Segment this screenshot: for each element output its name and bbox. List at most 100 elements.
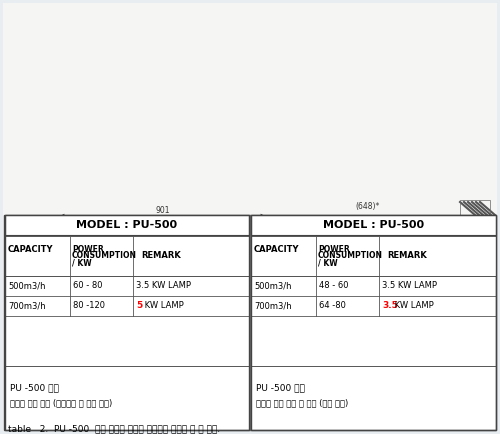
Circle shape xyxy=(323,364,337,378)
Text: 64 -80: 64 -80 xyxy=(319,302,346,310)
Text: 3.5: 3.5 xyxy=(382,302,398,310)
Circle shape xyxy=(401,336,413,349)
Circle shape xyxy=(392,257,404,269)
Text: CONSUMPTION: CONSUMPTION xyxy=(318,251,383,260)
Text: POWER: POWER xyxy=(318,244,350,253)
Circle shape xyxy=(388,247,392,253)
Text: 80 -120: 80 -120 xyxy=(73,302,105,310)
Circle shape xyxy=(378,260,384,266)
Circle shape xyxy=(342,294,354,306)
Text: KW LAMP: KW LAMP xyxy=(142,302,184,310)
Text: / KW: / KW xyxy=(318,259,338,267)
Bar xyxy=(250,264,270,334)
Circle shape xyxy=(424,311,436,323)
Circle shape xyxy=(344,311,356,323)
Circle shape xyxy=(424,280,430,286)
Text: / KW: / KW xyxy=(72,259,92,267)
Text: KW LAMP: KW LAMP xyxy=(392,302,434,310)
Circle shape xyxy=(160,369,174,383)
Bar xyxy=(75,244,83,369)
Text: 48 - 60: 48 - 60 xyxy=(319,282,348,290)
Text: REMARK: REMARK xyxy=(141,251,181,260)
Circle shape xyxy=(332,246,448,362)
Bar xyxy=(32,292,52,316)
Bar xyxy=(60,239,245,254)
Text: "A": "A" xyxy=(53,256,64,262)
Circle shape xyxy=(348,277,360,289)
Text: PU -500 모델: PU -500 모델 xyxy=(256,384,305,392)
Circle shape xyxy=(396,260,402,266)
Circle shape xyxy=(350,280,356,286)
Bar xyxy=(100,244,108,369)
Circle shape xyxy=(360,264,372,276)
Text: CONSUMPTION: CONSUMPTION xyxy=(72,251,137,260)
Circle shape xyxy=(420,277,432,289)
Circle shape xyxy=(387,343,393,349)
Circle shape xyxy=(388,355,392,361)
Circle shape xyxy=(387,325,393,331)
Text: 9: 9 xyxy=(328,366,332,375)
Text: 700m3/h: 700m3/h xyxy=(254,302,292,310)
Circle shape xyxy=(405,310,417,322)
Text: 모델 PU-250 의 구조 도면: 모델 PU-250 의 구조 도면 xyxy=(10,393,110,403)
Text: SECTION "A"-"A": SECTION "A"-"A" xyxy=(360,375,423,384)
Circle shape xyxy=(408,289,414,295)
Circle shape xyxy=(350,340,354,345)
Circle shape xyxy=(415,326,427,338)
Circle shape xyxy=(387,277,393,283)
Bar xyxy=(55,234,250,369)
Bar xyxy=(45,264,65,334)
Bar xyxy=(251,236,496,276)
Circle shape xyxy=(384,322,396,334)
Text: POWER: POWER xyxy=(72,244,104,253)
Text: 6: 6 xyxy=(58,372,62,381)
Circle shape xyxy=(353,326,365,338)
Circle shape xyxy=(370,339,376,345)
Text: ø457: ø457 xyxy=(287,264,304,270)
Circle shape xyxy=(384,274,396,286)
Circle shape xyxy=(408,313,414,319)
Text: PU -500 모델: PU -500 모델 xyxy=(10,384,59,392)
Text: 500m3/h: 500m3/h xyxy=(254,282,292,290)
Circle shape xyxy=(412,267,418,273)
Circle shape xyxy=(408,264,420,276)
Circle shape xyxy=(404,339,410,345)
Circle shape xyxy=(356,329,362,335)
Circle shape xyxy=(53,369,67,383)
Circle shape xyxy=(366,313,372,319)
Bar xyxy=(5,236,249,276)
Bar xyxy=(242,244,250,369)
Bar xyxy=(60,354,245,369)
Circle shape xyxy=(345,296,351,302)
Circle shape xyxy=(405,286,417,298)
Bar xyxy=(65,323,250,329)
Circle shape xyxy=(426,263,430,268)
Text: 371: 371 xyxy=(219,214,232,220)
Text: 5: 5 xyxy=(136,302,142,310)
Bar xyxy=(217,244,225,369)
Text: MODEL : PU-500: MODEL : PU-500 xyxy=(76,220,178,230)
Text: 700m3/h: 700m3/h xyxy=(8,302,46,310)
Text: CAPACITY: CAPACITY xyxy=(254,246,300,254)
Circle shape xyxy=(376,257,388,269)
Text: 3.5 KW LAMP: 3.5 KW LAMP xyxy=(382,282,437,290)
Bar xyxy=(65,301,250,307)
Text: 101: 101 xyxy=(287,248,300,254)
Circle shape xyxy=(427,314,433,320)
Circle shape xyxy=(350,263,354,268)
Circle shape xyxy=(385,299,395,309)
Text: 500m3/h: 500m3/h xyxy=(8,282,46,290)
Bar xyxy=(5,215,249,430)
Text: CAPACITY: CAPACITY xyxy=(8,246,54,254)
Circle shape xyxy=(334,302,338,306)
Circle shape xyxy=(367,336,379,349)
Circle shape xyxy=(380,294,400,314)
Text: 조작한 램프 용량 및 수량 (생산 제품): 조작한 램프 용량 및 수량 (생산 제품) xyxy=(256,398,348,408)
Text: 3: 3 xyxy=(165,372,170,381)
Circle shape xyxy=(363,310,375,322)
Text: MODEL : PU-500: MODEL : PU-500 xyxy=(323,220,424,230)
Text: (648)*: (648)* xyxy=(355,202,380,211)
Bar xyxy=(328,229,452,374)
Circle shape xyxy=(347,314,353,320)
Bar xyxy=(5,215,249,235)
